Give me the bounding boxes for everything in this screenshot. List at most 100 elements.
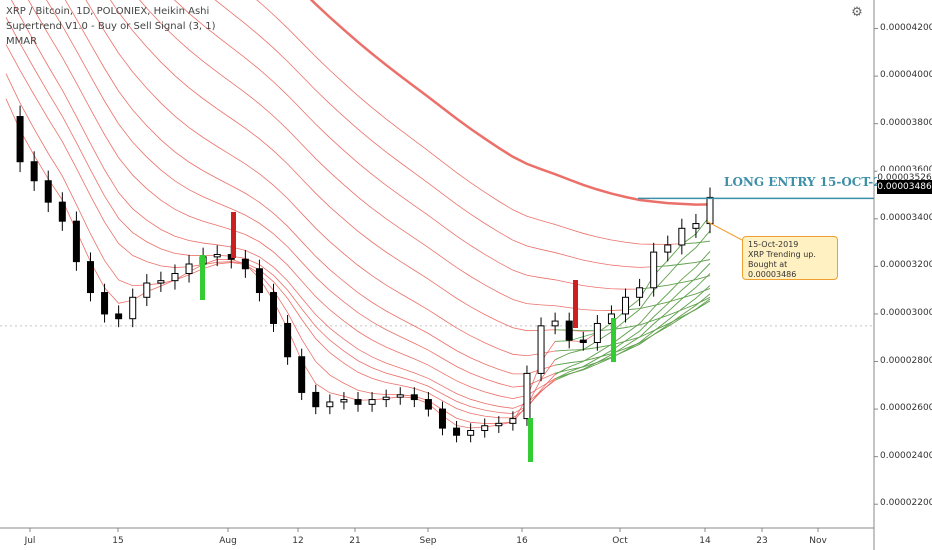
axes	[0, 0, 878, 550]
price-tick-label: 0.00004000	[880, 70, 932, 81]
candle-body	[354, 399, 362, 405]
ribbon-line-red	[85, 0, 711, 357]
ribbon-line-red	[214, 0, 711, 268]
candle-body	[664, 244, 672, 253]
ribbon-line-red	[309, 0, 711, 206]
ribbon-line-red	[46, 0, 711, 388]
candle-body	[678, 227, 686, 246]
candle-body	[213, 253, 221, 258]
price-tick-label: 0.00003800	[880, 117, 932, 128]
legend-mmar[interactable]: MMAR	[6, 36, 38, 47]
price-badge-current: 0.00003486	[877, 180, 932, 194]
legend-symbol[interactable]: XRP / Bitcoin, 1D, POLONIEX, Heikin Ashi	[6, 6, 210, 17]
supertrend-signals	[200, 212, 616, 462]
candle-body	[396, 394, 404, 398]
ribbon-line-green	[639, 275, 711, 290]
candle-body	[270, 292, 278, 324]
ribbon-line-green	[554, 251, 711, 375]
entry-label: LONG ENTRY 15-OCT-2019	[724, 175, 907, 189]
buy-signal-bar	[200, 255, 205, 300]
candle-body	[692, 223, 700, 229]
candle-body	[115, 313, 123, 320]
candle-body	[593, 322, 601, 343]
candle-body	[157, 280, 165, 284]
price-tick-label: 0.00002200	[880, 498, 932, 509]
ribbon-line-green	[653, 259, 711, 268]
price-tick-label: 0.00002400	[880, 450, 932, 461]
candle-body	[326, 401, 334, 408]
candle-body	[44, 180, 52, 203]
candle-body	[424, 399, 432, 410]
candle-body	[622, 296, 630, 315]
gear-icon[interactable]: ⚙	[851, 5, 863, 20]
time-tick-label: 23	[756, 536, 768, 546]
ribbon-line-red	[10, 0, 711, 409]
price-tick-label: 0.00003600	[880, 165, 932, 175]
candle-body	[129, 296, 137, 320]
ribbon-line-green	[681, 240, 711, 245]
time-tick-label: Jul	[24, 536, 36, 546]
annotation-pointer	[707, 221, 743, 241]
candle-body	[185, 263, 193, 275]
price-tick-label: 0.00003400	[880, 212, 932, 223]
candle-body	[523, 372, 531, 420]
candle-body	[86, 261, 94, 294]
time-tick-label: Oct	[612, 536, 628, 546]
candle-body	[340, 399, 348, 403]
buy-signal-bar	[611, 318, 616, 362]
candle-body	[368, 399, 376, 405]
candle-body	[495, 422, 503, 427]
candle-body	[537, 325, 545, 374]
price-tick-label: 0.00003000	[880, 307, 932, 318]
ribbon-line-green	[555, 300, 711, 352]
time-tick-label: Nov	[809, 536, 827, 546]
annotation-note[interactable]: 15-Oct-2019 XRP Trending up. Bought at 0…	[742, 236, 838, 280]
candle-body	[636, 287, 644, 298]
mma-ribbon	[5, 0, 711, 429]
note-date: 15-Oct-2019	[748, 240, 799, 249]
ribbon-line-red	[64, 0, 711, 375]
candle-body	[481, 425, 489, 431]
candle-body	[241, 258, 249, 270]
candle-body	[453, 427, 461, 436]
sell-signal-bar	[231, 212, 236, 258]
ribbon-line-red	[27, 0, 711, 400]
buy-signal-bar	[528, 418, 533, 462]
candle-body	[255, 268, 263, 294]
time-tick-label: Aug	[219, 536, 237, 546]
candle-body	[312, 391, 320, 408]
candle-body	[509, 418, 517, 424]
note-trend: XRP Trending up.	[748, 250, 816, 259]
candle-body	[410, 394, 418, 401]
ribbon-line-red	[256, 0, 711, 245]
candle-body	[72, 220, 80, 263]
time-tick-label: 12	[292, 536, 304, 546]
time-tick-label: 15	[112, 536, 124, 546]
time-tick-label: 21	[349, 536, 361, 546]
candle-body	[30, 161, 38, 182]
candle-body	[16, 116, 24, 163]
candle-body	[650, 251, 658, 289]
candle-body	[284, 322, 292, 358]
candle-body	[706, 196, 714, 225]
price-tick-label: 0.00002800	[880, 355, 932, 366]
chart-legend: XRP / Bitcoin, 1D, POLONIEX, Heikin Ashi…	[6, 4, 216, 49]
ribbon-line-red	[109, 0, 711, 332]
ribbon-line-green	[555, 293, 711, 374]
candle-body	[171, 273, 179, 282]
candle-body	[298, 356, 306, 393]
time-tick-label: 16	[516, 536, 528, 546]
candle-body	[143, 282, 151, 298]
candle-body	[565, 320, 573, 341]
price-tick-label: 0.00002600	[880, 403, 932, 414]
note-price: Bought at 0.00003486	[748, 260, 797, 279]
ribbon-line-red	[173, 0, 711, 290]
ribbon-line-red	[5, 73, 711, 424]
legend-supertrend[interactable]: Supertrend V1.0 - Buy or Sell Signal (3,…	[6, 21, 216, 32]
time-tick-label: Sep	[419, 536, 437, 546]
ribbon-line-green	[625, 288, 711, 311]
sell-signal-bar	[573, 280, 578, 328]
candle-body	[467, 429, 475, 436]
candle-body	[58, 201, 66, 222]
